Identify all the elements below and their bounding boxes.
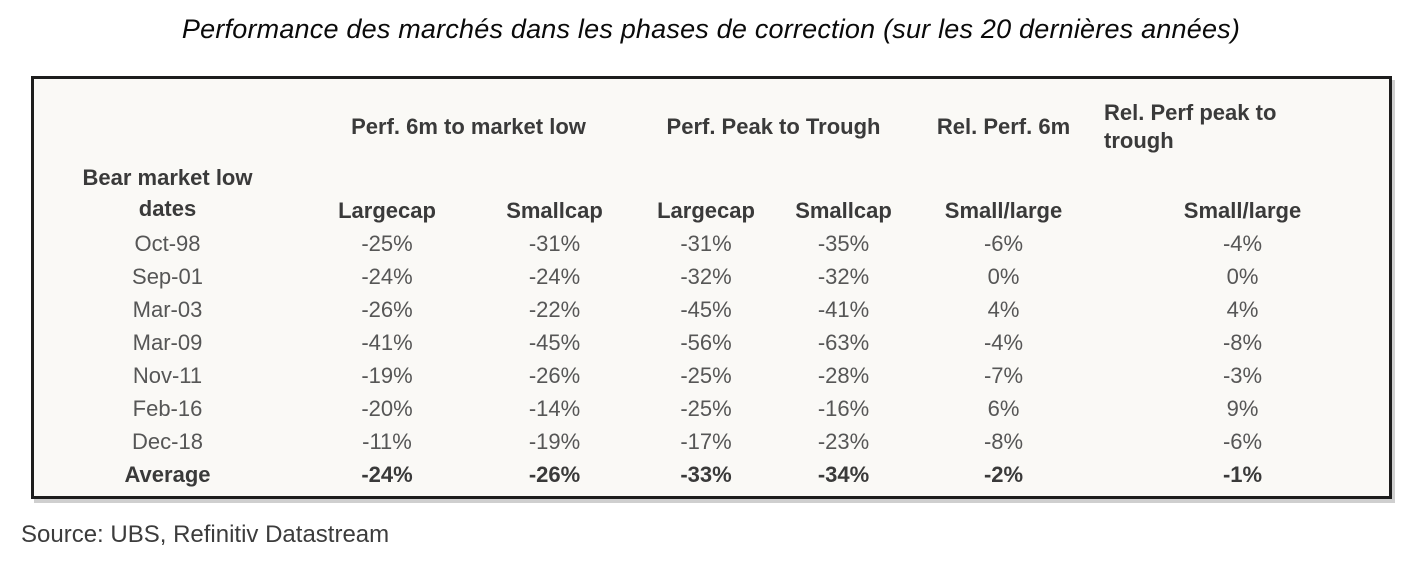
cell-value: -32% [680,263,732,289]
row-date: Nov-11 [132,362,203,388]
cell-value: -45% [528,329,581,355]
cell-value: -8% [1222,329,1263,355]
cell-value: -4% [983,329,1024,355]
cell-value: -20% [361,395,413,421]
average-value: -24% [361,461,413,487]
row-date: Feb-16 [132,395,203,421]
row-header-line1: Bear market low [82,165,253,190]
column-group-row: Bear market low dates Perf. 6m to market… [34,79,1389,221]
row-header-bear-market-low-dates: Bear market low dates [34,79,301,227]
cell-value: -25% [361,230,413,256]
cell-value: -19% [528,428,581,454]
cell-value: -31% [528,230,581,256]
table-body: Oct-98 -25% -31% -31% -35% -6% -4% Sep-0… [34,227,1389,496]
col-header-small-large-1: Small/large [944,198,1063,223]
row-date: Sep-01 [132,263,203,289]
average-value: -1% [1222,461,1263,487]
average-value: -2% [983,461,1024,487]
col-header-smallcap-1: Smallcap [506,198,603,223]
average-value: -34% [817,461,870,487]
cell-value: 6% [987,395,1020,421]
cell-value: -24% [528,263,581,289]
cell-value: -25% [680,362,732,388]
cell-value: -41% [361,329,413,355]
col-header-largecap-1: Largecap [338,198,436,223]
row-date: Oct-98 [134,230,201,256]
performance-table-frame: Bear market low dates Perf. 6m to market… [31,76,1392,499]
group-header-rel-perf-6m: Rel. Perf. 6m [936,114,1071,139]
cell-value: 4% [987,296,1020,322]
cell-value: 4% [1226,296,1259,322]
cell-value: -28% [817,362,870,388]
cell-value: -14% [528,395,581,421]
row-date: Dec-18 [132,428,203,454]
average-value: -33% [680,461,732,487]
group-header-perf-6m: Perf. 6m to market low [351,114,586,139]
source-attribution: Source: UBS, Refinitiv Datastream [21,521,390,548]
group-header-peak-to-trough: Perf. Peak to Trough [666,114,881,139]
table-header: Bear market low dates Perf. 6m to market… [34,79,1389,227]
row-date: Mar-03 [132,296,203,322]
cell-value: -19% [361,362,413,388]
cell-value: -11% [362,428,412,454]
row-header-line2: dates [138,196,197,221]
column-header-row: Largecap Smallcap Largecap Smallcap Smal… [34,191,1389,227]
cell-value: 9% [1226,395,1259,421]
cell-value: -63% [817,329,870,355]
cell-value: -16% [817,395,870,421]
col-header-smallcap-2: Smallcap [795,198,892,223]
cell-value: -45% [680,296,732,322]
cell-value: -31% [680,230,732,256]
cell-value: -26% [361,296,413,322]
cell-value: -56% [680,329,732,355]
cell-value: -25% [680,395,732,421]
cell-value: -32% [817,263,870,289]
table-row: Mar-09 -41% -45% -56% -63% -4% -8% [34,326,1389,359]
cell-value: -24% [361,263,413,289]
col-header-largecap-2: Largecap [657,198,755,223]
cell-value: -7% [983,362,1024,388]
table-row: Oct-98 -25% -31% -31% -35% -6% -4% [34,227,1389,260]
col-header-small-large-2: Small/large [1183,198,1302,223]
cell-value: 0% [987,263,1020,289]
cell-value: -35% [817,230,870,256]
cell-value: -4% [1222,230,1263,256]
group-header-rel-perf-peak-to-trough: Rel. Perf peak to trough [1096,79,1389,191]
cell-value: -3% [1222,362,1263,388]
cell-value: -6% [1222,428,1263,454]
performance-table: Bear market low dates Perf. 6m to market… [34,79,1389,496]
table-row: Mar-03 -26% -22% -45% -41% 4% 4% [34,293,1389,326]
table-row: Dec-18 -11% -19% -17% -23% -8% -6% [34,425,1389,458]
table-row: Sep-01 -24% -24% -32% -32% 0% 0% [34,260,1389,293]
page-title: Performance des marchés dans les phases … [181,14,1241,44]
table-row: Nov-11 -19% -26% -25% -28% -7% -3% [34,359,1389,392]
group-header-rel-perf-peak-to-trough-text: Rel. Perf peak to trough [1104,100,1277,153]
cell-value: -41% [817,296,870,322]
cell-value: -26% [528,362,581,388]
cell-value: -6% [983,230,1024,256]
table-row: Feb-16 -20% -14% -25% -16% 6% 9% [34,392,1389,425]
cell-value: -8% [983,428,1024,454]
cell-value: -23% [817,428,870,454]
cell-value: -22% [528,296,581,322]
row-date: Mar-09 [132,329,203,355]
average-row: Average -24% -26% -33% -34% -2% -1% [34,458,1389,496]
average-value: -26% [528,461,581,487]
average-label: Average [124,461,211,487]
cell-value: -17% [680,428,732,454]
cell-value: 0% [1226,263,1259,289]
